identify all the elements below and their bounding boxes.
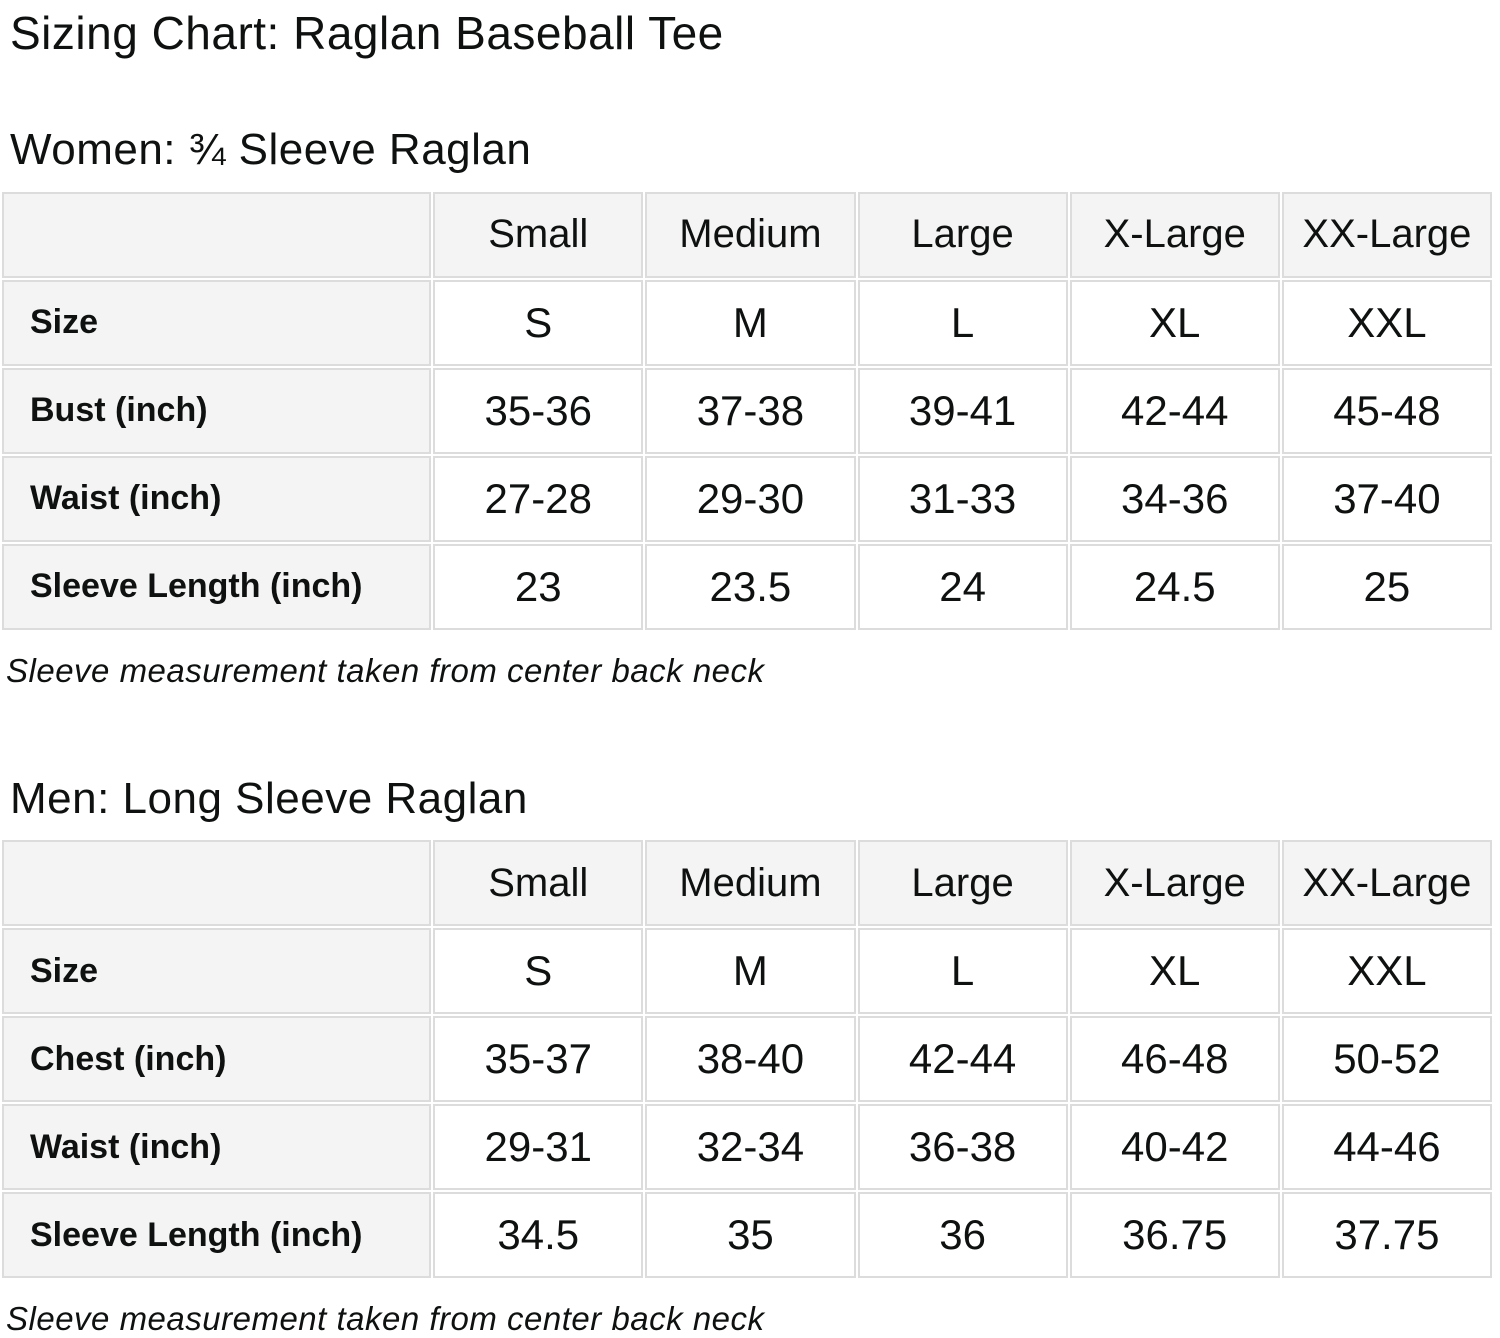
table-cell: 24 [857, 543, 1068, 630]
sleeve-note-men: Sleeve measurement taken from center bac… [6, 1300, 765, 1338]
table-row: Size S M L XL XXL [2, 279, 1492, 366]
table-cell: 32-34 [645, 1104, 856, 1191]
table-cell: 36.75 [1069, 1192, 1280, 1279]
table-cell: 34.5 [433, 1192, 644, 1279]
row-label-bust: Bust (inch) [2, 367, 432, 454]
table-row: Waist (inch) 27-28 29-30 31-33 34-36 37-… [2, 455, 1492, 542]
table-row: Waist (inch) 29-31 32-34 36-38 40-42 44-… [2, 1104, 1492, 1191]
col-header-large: Large [857, 191, 1068, 278]
col-header-small: Small [433, 840, 644, 927]
table-cell: 34-36 [1069, 455, 1280, 542]
table-header-row: Small Medium Large X-Large XX-Large [2, 191, 1492, 278]
row-label-size: Size [2, 928, 432, 1015]
table-cell: 37-38 [645, 367, 856, 454]
table-cell: S [433, 279, 644, 366]
table-cell: 27-28 [433, 455, 644, 542]
sleeve-note-women: Sleeve measurement taken from center bac… [6, 651, 765, 689]
table-cell: L [857, 928, 1068, 1015]
section-heading-men: Men: Long Sleeve Raglan [10, 773, 528, 823]
table-row: Chest (inch) 35-37 38-40 42-44 46-48 50-… [2, 1016, 1492, 1103]
table-cell: XL [1069, 928, 1280, 1015]
table-cell: 31-33 [857, 455, 1068, 542]
table-cell: 42-44 [857, 1016, 1068, 1103]
table-cell: 37.75 [1281, 1192, 1492, 1279]
col-header-xx-large: XX-Large [1281, 191, 1492, 278]
table-cell: 42-44 [1069, 367, 1280, 454]
col-header-x-large: X-Large [1069, 840, 1280, 927]
row-label-waist: Waist (inch) [2, 455, 432, 542]
table-cell: 38-40 [645, 1016, 856, 1103]
table-row: Sleeve Length (inch) 23 23.5 24 24.5 25 [2, 543, 1492, 630]
col-header-xx-large: XX-Large [1281, 840, 1492, 927]
page-title: Sizing Chart: Raglan Baseball Tee [10, 7, 724, 59]
table-cell: 23.5 [645, 543, 856, 630]
table-cell: M [645, 279, 856, 366]
row-label-sleeve-length: Sleeve Length (inch) [2, 1192, 432, 1279]
table-cell: 23 [433, 543, 644, 630]
table-cell: 44-46 [1281, 1104, 1492, 1191]
table-cell: 36-38 [857, 1104, 1068, 1191]
row-label-chest: Chest (inch) [2, 1016, 432, 1103]
table-row: Sleeve Length (inch) 34.5 35 36 36.75 37… [2, 1192, 1492, 1279]
table-cell: S [433, 928, 644, 1015]
table-cell: 25 [1281, 543, 1492, 630]
table-cell: 36 [857, 1192, 1068, 1279]
table-cell: 24.5 [1069, 543, 1280, 630]
row-label-sleeve-length: Sleeve Length (inch) [2, 543, 432, 630]
table-cell: XL [1069, 279, 1280, 366]
table-cell: 40-42 [1069, 1104, 1280, 1191]
col-header-medium: Medium [645, 840, 856, 927]
table-cell: 39-41 [857, 367, 1068, 454]
table-cell: 35-36 [433, 367, 644, 454]
col-header-medium: Medium [645, 191, 856, 278]
table-cell: 35 [645, 1192, 856, 1279]
row-label-waist: Waist (inch) [2, 1104, 432, 1191]
col-header-large: Large [857, 840, 1068, 927]
sizing-table-men: Small Medium Large X-Large XX-Large Size… [0, 838, 1494, 1280]
table-cell: 29-31 [433, 1104, 644, 1191]
table-cell: 29-30 [645, 455, 856, 542]
table-cell: 50-52 [1281, 1016, 1492, 1103]
row-label-size: Size [2, 279, 432, 366]
col-header-small: Small [433, 191, 644, 278]
sizing-chart-page: Sizing Chart: Raglan Baseball Tee Women:… [0, 6, 1500, 1338]
table-cell: 35-37 [433, 1016, 644, 1103]
table-row: Bust (inch) 35-36 37-38 39-41 42-44 45-4… [2, 367, 1492, 454]
table-cell: M [645, 928, 856, 1015]
table-cell: XXL [1281, 279, 1492, 366]
table-row: Size S M L XL XXL [2, 928, 1492, 1015]
table-cell: XXL [1281, 928, 1492, 1015]
table-cell: 46-48 [1069, 1016, 1280, 1103]
section-heading-women: Women: ¾ Sleeve Raglan [10, 125, 532, 175]
col-header-blank [2, 191, 432, 278]
table-header-row: Small Medium Large X-Large XX-Large [2, 840, 1492, 927]
col-header-blank [2, 840, 432, 927]
table-cell: 37-40 [1281, 455, 1492, 542]
table-cell: L [857, 279, 1068, 366]
sizing-table-women: Small Medium Large X-Large XX-Large Size… [0, 190, 1494, 632]
col-header-x-large: X-Large [1069, 191, 1280, 278]
table-cell: 45-48 [1281, 367, 1492, 454]
